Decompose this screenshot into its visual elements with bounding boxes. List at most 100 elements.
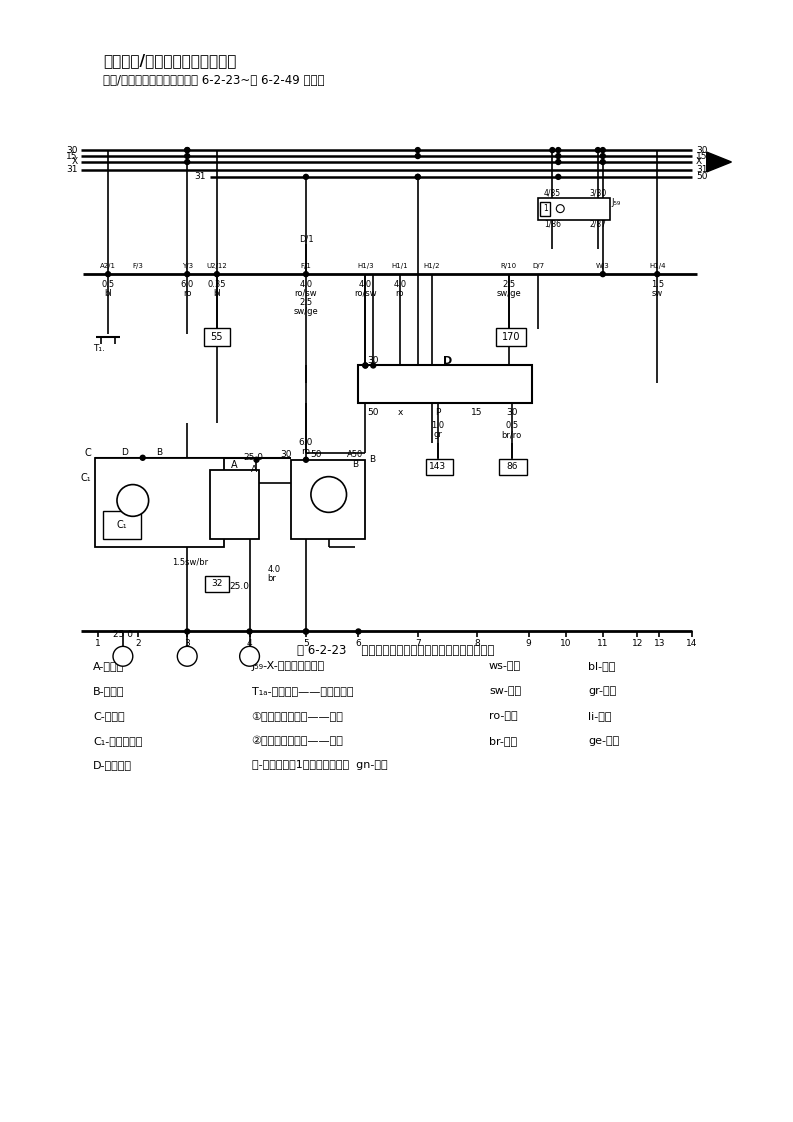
Bar <box>95 458 224 548</box>
Text: br: br <box>267 574 276 583</box>
Text: W/3: W/3 <box>596 264 610 269</box>
Text: 0.5: 0.5 <box>505 421 519 430</box>
Circle shape <box>185 629 190 634</box>
Text: H1/4: H1/4 <box>649 264 665 269</box>
Text: sw-黑色: sw-黑色 <box>489 686 521 696</box>
Text: ro-红色: ro-红色 <box>489 711 518 720</box>
Text: ro: ro <box>301 448 311 457</box>
Text: 捷达/捷达王轿车电气线路如图 6-2-23~图 6-2-49 所示。: 捷达/捷达王轿车电气线路如图 6-2-23~图 6-2-49 所示。 <box>103 74 324 88</box>
Circle shape <box>356 629 361 634</box>
Text: F/1: F/1 <box>301 264 312 269</box>
Text: 30: 30 <box>367 356 379 365</box>
Text: 2/87: 2/87 <box>589 219 607 228</box>
Circle shape <box>600 159 605 165</box>
Text: ①接地线，蓄电池——车身: ①接地线，蓄电池——车身 <box>251 711 343 720</box>
Text: A50: A50 <box>347 450 363 459</box>
Text: J₅₉: J₅₉ <box>611 197 621 206</box>
Text: Y/3: Y/3 <box>182 264 193 269</box>
Text: 4.0: 4.0 <box>358 279 372 288</box>
Text: X: X <box>695 157 702 166</box>
Text: 1.0: 1.0 <box>431 421 444 430</box>
Text: 2.5: 2.5 <box>300 298 312 307</box>
Circle shape <box>557 204 564 212</box>
Text: 0.5: 0.5 <box>102 279 115 288</box>
Text: 4.0: 4.0 <box>300 279 312 288</box>
Text: 0.35: 0.35 <box>208 279 226 288</box>
Text: D/1: D/1 <box>299 234 313 243</box>
Text: ws-白色: ws-白色 <box>489 661 521 671</box>
Text: X: X <box>71 157 78 166</box>
Text: 9: 9 <box>526 638 531 647</box>
Text: ro: ro <box>183 288 191 297</box>
Text: 31: 31 <box>66 165 78 174</box>
Text: D: D <box>442 356 452 366</box>
Text: 32: 32 <box>211 579 223 588</box>
Text: ro/sw: ro/sw <box>295 288 317 297</box>
Text: D-点火开关: D-点火开关 <box>94 761 132 771</box>
Polygon shape <box>707 153 731 172</box>
Text: 50: 50 <box>310 450 322 459</box>
Text: 170: 170 <box>501 332 520 342</box>
Bar <box>496 328 526 346</box>
Text: 15: 15 <box>471 408 483 417</box>
Text: sw/ge: sw/ge <box>293 307 318 316</box>
Text: T₁ₐ-单孔接头——蓄电池附近: T₁ₐ-单孔接头——蓄电池附近 <box>251 686 353 696</box>
Text: gr: gr <box>433 431 442 440</box>
Text: 10: 10 <box>561 638 572 647</box>
Text: A-蓄电池: A-蓄电池 <box>94 661 125 671</box>
Circle shape <box>600 272 605 277</box>
Circle shape <box>254 458 259 462</box>
Bar <box>426 459 454 475</box>
Circle shape <box>655 272 660 277</box>
Circle shape <box>371 364 376 368</box>
Bar <box>538 197 610 220</box>
Circle shape <box>363 364 368 368</box>
Text: R/10: R/10 <box>500 264 517 269</box>
Circle shape <box>556 154 561 158</box>
Text: J₅₉-X-触点卸荷继电器: J₅₉-X-触点卸荷继电器 <box>251 661 324 671</box>
Circle shape <box>416 154 420 158</box>
Text: 3/30: 3/30 <box>589 188 607 197</box>
Bar <box>291 460 366 540</box>
Bar <box>358 366 531 403</box>
Text: H1/1: H1/1 <box>392 264 408 269</box>
Text: B: B <box>352 460 358 469</box>
Circle shape <box>416 174 420 180</box>
Circle shape <box>304 458 308 462</box>
Text: li-紫色: li-紫色 <box>588 711 611 720</box>
Text: 31: 31 <box>194 173 206 182</box>
Text: br-棕色: br-棕色 <box>489 736 517 746</box>
Circle shape <box>140 456 145 460</box>
Text: C₁: C₁ <box>81 472 91 482</box>
Text: 50: 50 <box>367 408 379 417</box>
Bar <box>204 328 230 346</box>
Circle shape <box>304 629 308 634</box>
Text: 13: 13 <box>653 638 665 647</box>
Text: 143: 143 <box>429 462 446 471</box>
Text: A: A <box>251 466 257 475</box>
Text: Ⓐ-接地连接点1，前大灯线束内  gn-绻色: Ⓐ-接地连接点1，前大灯线束内 gn-绻色 <box>251 761 387 771</box>
Text: C₁-电压调节器: C₁-电压调节器 <box>94 736 143 746</box>
Text: H1/3: H1/3 <box>357 264 374 269</box>
Text: 4.0: 4.0 <box>267 565 281 574</box>
Circle shape <box>304 174 308 180</box>
Text: D: D <box>121 449 128 458</box>
Text: 30: 30 <box>506 408 518 417</box>
Text: ge-黄色: ge-黄色 <box>588 736 619 746</box>
Circle shape <box>556 159 561 165</box>
Circle shape <box>185 154 190 158</box>
Text: 6: 6 <box>355 638 362 647</box>
Text: 30: 30 <box>695 146 707 155</box>
Text: 25 0: 25 0 <box>113 629 133 638</box>
Text: 2: 2 <box>135 638 140 647</box>
Text: 1.5sw/br: 1.5sw/br <box>172 558 209 567</box>
Bar <box>499 459 527 475</box>
Text: 15: 15 <box>695 151 707 160</box>
Circle shape <box>363 364 368 368</box>
Text: 11: 11 <box>597 638 608 647</box>
Bar <box>210 470 259 540</box>
Circle shape <box>416 174 420 180</box>
Text: 4: 4 <box>247 638 252 647</box>
Text: 30: 30 <box>281 450 292 459</box>
Text: 25.0: 25.0 <box>230 582 250 591</box>
